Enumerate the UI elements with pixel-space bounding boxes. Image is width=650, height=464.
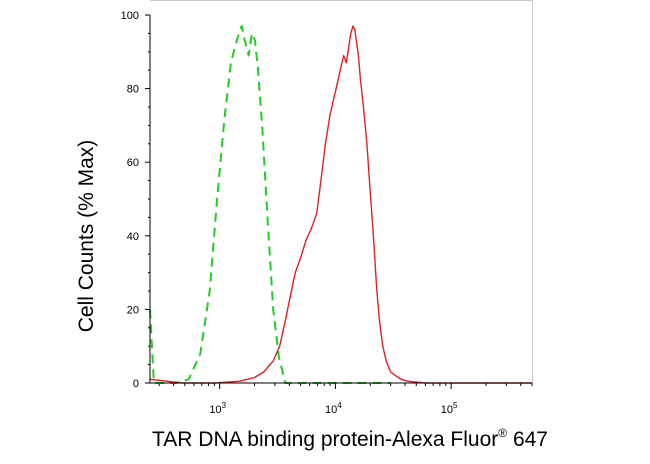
y-axis-title: Cell Counts (% Max) (75, 140, 98, 333)
y-tick-label: 20 (127, 304, 139, 316)
x-tick-label: 105 (441, 401, 458, 416)
y-ticks: 0 20 40 60 80 100 (121, 10, 150, 390)
histogram-series-1 (149, 25, 391, 384)
x-axis-title: TAR DNA binding protein-Alexa Fluor® 647 (152, 426, 548, 451)
y-tick-label: 40 (127, 231, 139, 243)
x-axis-title-superscript: ® (498, 426, 507, 440)
x-tick-label: 104 (325, 401, 342, 416)
histogram-series-2 (149, 25, 532, 384)
x-axis-title-suffix: 647 (507, 428, 548, 451)
y-tick-label: 80 (127, 84, 139, 96)
y-tick-label: 100 (121, 10, 139, 22)
frame-right-border (532, 0, 533, 383)
x-ticks: 103 104 105 (209, 383, 458, 416)
frame-top-border (150, 0, 532, 1)
y-tick-label: 60 (127, 157, 139, 169)
x-axis-title-main: TAR DNA binding protein-Alexa Fluor (152, 428, 498, 451)
series-layer (149, 25, 532, 384)
x-tick-label: 103 (209, 401, 226, 416)
y-tick-label: 0 (133, 378, 139, 390)
